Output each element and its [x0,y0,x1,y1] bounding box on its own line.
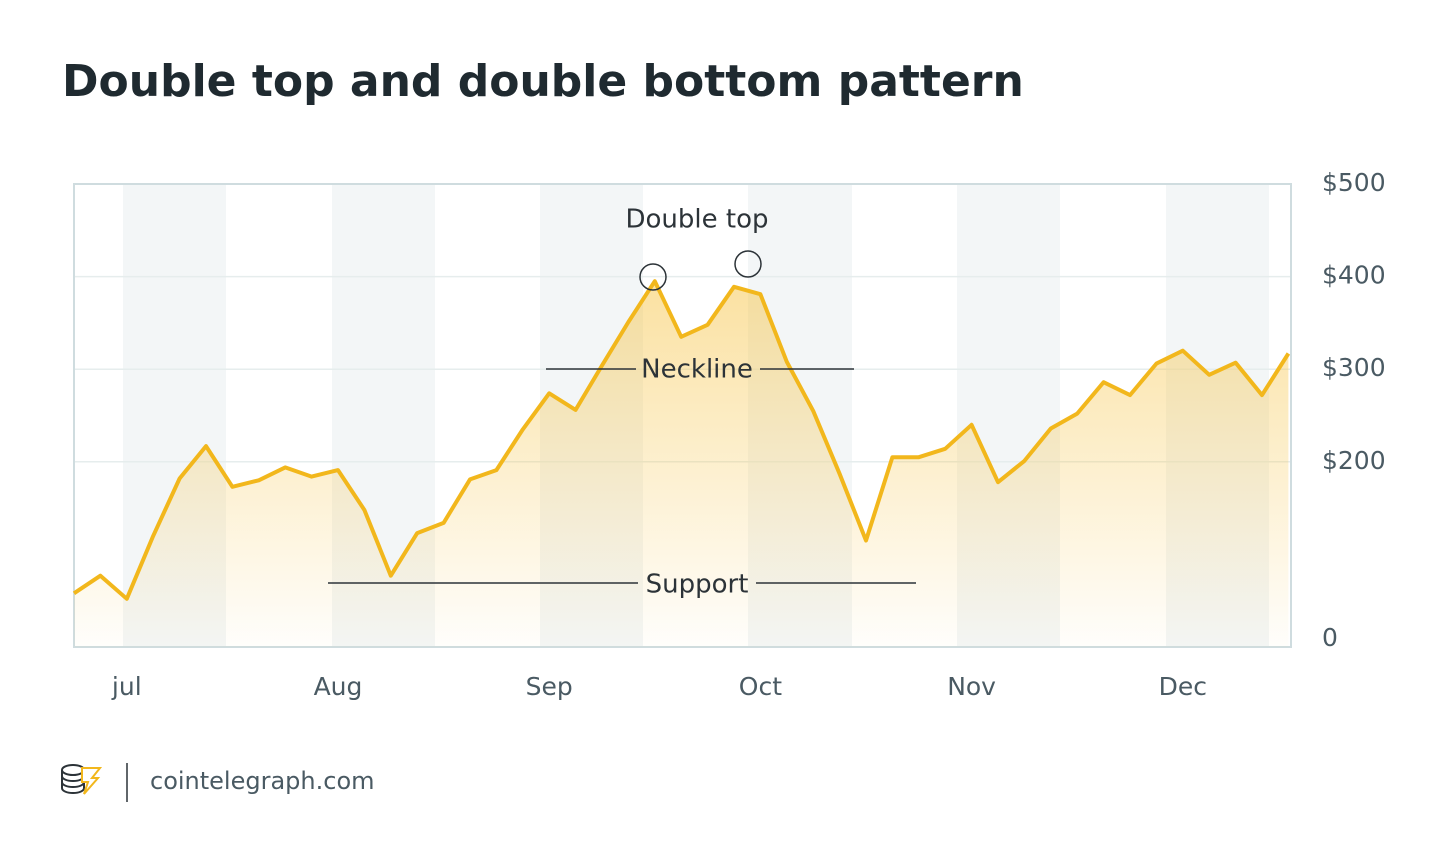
annotation: Neckline [641,355,753,385]
y-tick-label: 0 [1322,623,1338,652]
x-tick-label: Sep [526,672,573,701]
annotation: Support [646,570,749,600]
chart-title: Double top and double bottom pattern [62,56,1024,107]
y-tick-label: $500 [1322,168,1386,197]
y-tick-label: $300 [1322,353,1386,382]
source: cointelegraph.com [150,767,375,795]
annotation-lines [328,250,916,584]
x-tick-label: Dec [1159,672,1207,701]
annotation: Double top [626,205,769,235]
y-tick-label: $400 [1322,261,1386,290]
x-tick-label: Aug [314,672,363,701]
y-tick-label: $200 [1322,446,1386,475]
line [72,279,1291,601]
logo [61,763,128,802]
area [74,281,1289,647]
x-tick-label: Oct [739,672,782,701]
x-tick-label: jul [111,672,142,701]
x-tick-label: Nov [947,672,996,701]
